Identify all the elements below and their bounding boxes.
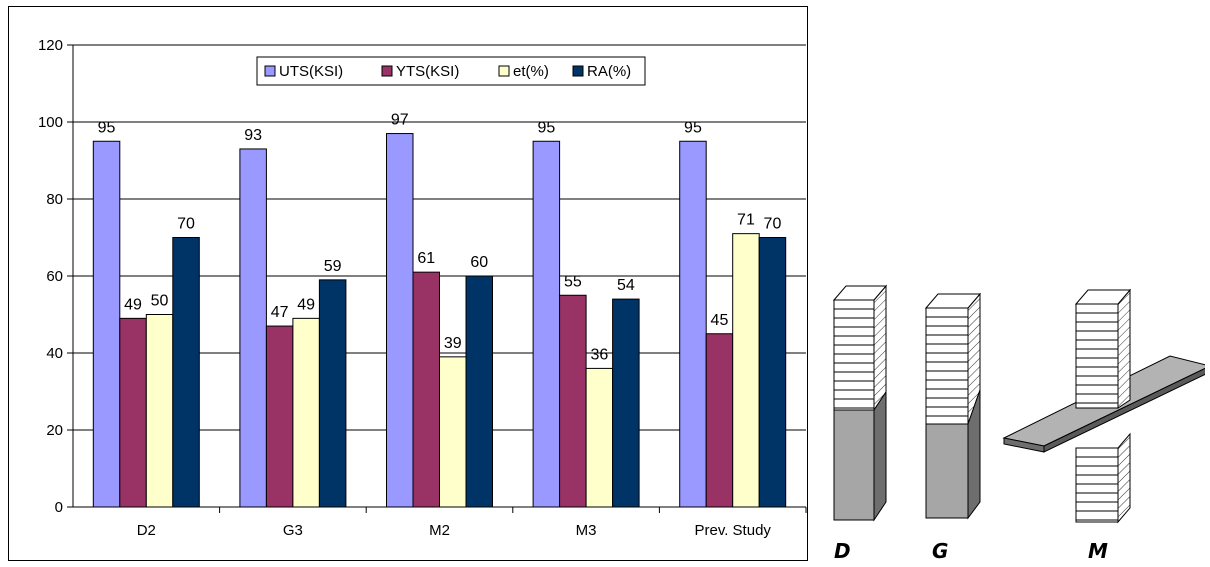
data-label: 49 [124, 296, 142, 313]
specimen-g-top [924, 293, 982, 309]
data-label: 95 [98, 119, 116, 136]
data-label: 71 [737, 212, 755, 229]
specimen-m [1002, 288, 1205, 524]
data-label: 50 [151, 293, 169, 310]
bar-UTS(KSI)-Prev. Study [679, 140, 707, 508]
specimen-d-layered-front [833, 299, 875, 411]
y-tick-label: 120 [38, 37, 63, 54]
x-category-label: M3 [576, 522, 597, 539]
legend-label: UTS(KSI) [279, 63, 343, 80]
x-category-label: D2 [137, 522, 156, 539]
bar-et(%)-M3 [585, 367, 614, 508]
legend-label: YTS(KSI) [396, 63, 459, 80]
specimen-m-upper-front [1075, 303, 1119, 409]
legend-label: et(%) [513, 63, 549, 80]
specimen-m-lower-front [1075, 447, 1119, 523]
x-category-label: G3 [283, 522, 303, 539]
data-label: 36 [590, 346, 608, 363]
x-category-label: M2 [429, 522, 450, 539]
specimen-d-layered-side [873, 284, 887, 412]
bar-UTS(KSI)-M2 [386, 133, 414, 508]
bar-YTS(KSI)-M3 [559, 294, 587, 508]
bar-RA(%)-Prev. Study [758, 237, 787, 508]
specimen-m-upper-side [1117, 288, 1131, 409]
specimen-d [832, 284, 888, 522]
y-tick-label: 20 [46, 422, 63, 439]
specimen-orientation-diagram: D G M [832, 284, 1205, 563]
bar-RA(%)-G3 [318, 279, 347, 508]
bar-YTS(KSI)-Prev. Study [705, 333, 734, 508]
bar-RA(%)-M2 [465, 275, 493, 508]
bar-YTS(KSI)-D2 [119, 317, 147, 508]
data-label: 45 [711, 312, 729, 329]
bar-et(%)-Prev. Study [732, 233, 760, 508]
data-label: 70 [177, 216, 195, 233]
specimen-g [924, 292, 982, 520]
data-label: 95 [684, 119, 702, 136]
bar-YTS(KSI)-M2 [412, 271, 440, 508]
y-tick-label: 60 [46, 268, 63, 285]
specimen-d-substrate-front [833, 409, 875, 521]
bar-UTS(KSI)-G3 [239, 148, 267, 508]
legend-swatch-UTS(KSI) [264, 65, 276, 77]
bar-UTS(KSI)-D2 [92, 140, 121, 508]
legend: UTS(KSI) YTS(KSI) et(%) RA(%) [256, 56, 646, 86]
specimen-d-top [832, 285, 888, 301]
bar-chart: 0 20 40 60 80 100 120 D2 G3 M2 M3 Prev. Study 95 49 5… [38, 37, 807, 539]
data-label: 49 [297, 296, 315, 313]
data-label: 39 [444, 335, 462, 352]
legend-swatch-et(%) [498, 65, 510, 77]
legend-label: RA(%) [587, 63, 631, 80]
bar-YTS(KSI)-G3 [265, 325, 294, 508]
specimen-g-substrate-front [925, 423, 969, 519]
data-label: 97 [391, 112, 409, 129]
data-labels: 95 49 50 70 93 47 49 59 97 61 39 60 95 55 36 54 95 45 71 70 [98, 112, 782, 364]
bars [92, 133, 787, 508]
data-label: 59 [324, 258, 342, 275]
bar-UTS(KSI)-M3 [532, 140, 561, 508]
specimen-d-substrate-side [873, 390, 887, 522]
bar-RA(%)-M3 [612, 298, 640, 508]
y-tick-label: 100 [38, 114, 63, 131]
data-label: 70 [764, 216, 782, 233]
bar-et(%)-D2 [145, 314, 174, 508]
y-tick-label: 0 [55, 499, 63, 516]
substrate-plate-edge-side [1043, 367, 1205, 453]
x-category-label: Prev. Study [694, 522, 771, 539]
data-label: 61 [417, 250, 435, 267]
data-label: 55 [564, 273, 582, 290]
diagram-label-d: D [834, 539, 851, 563]
specimen-g-substrate-side [967, 389, 981, 520]
bar-et(%)-G3 [292, 317, 320, 508]
y-tick-label: 80 [46, 191, 63, 208]
data-label: 60 [470, 254, 488, 271]
data-label: 93 [244, 127, 262, 144]
diagram-label-g: G [932, 539, 948, 563]
data-label: 47 [271, 304, 289, 321]
specimen-m-top [1074, 289, 1132, 305]
diagram-label-m: M [1088, 539, 1108, 563]
bar-RA(%)-D2 [172, 237, 200, 508]
y-tick-label: 40 [46, 345, 63, 362]
chart-frame: 0 20 40 60 80 100 120 D2 G3 M2 M3 Prev. Study 95 49 5… [8, 6, 808, 561]
data-label: 54 [617, 277, 635, 294]
legend-swatch-RA(%) [572, 65, 584, 77]
bar-et(%)-M2 [439, 356, 467, 508]
specimen-m-lower-side [1117, 432, 1131, 524]
data-label: 95 [537, 119, 555, 136]
legend-swatch-YTS(KSI) [381, 65, 393, 77]
